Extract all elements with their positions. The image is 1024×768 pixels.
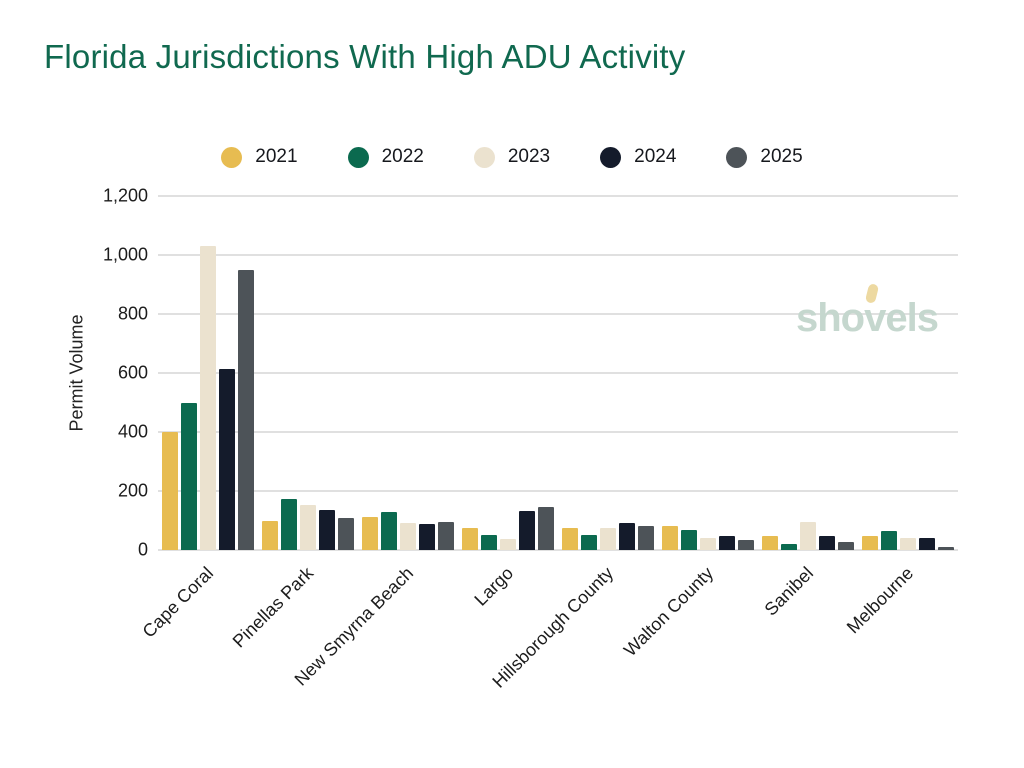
bar-2023-pinellas-park <box>300 505 316 550</box>
bar-2021-hillsborough-county <box>562 528 578 550</box>
bar-2022-cape-coral <box>181 402 197 550</box>
bar-2025-sanibel <box>838 541 854 550</box>
gridline-800 <box>158 313 958 315</box>
bar-2025-cape-coral <box>238 269 254 550</box>
bar-2021-sanibel <box>762 535 778 550</box>
legend-item-2021: 2021 <box>221 146 298 168</box>
watermark-text: shovels <box>796 296 939 340</box>
plot-area <box>158 195 958 551</box>
legend-item-2025: 2025 <box>726 146 803 168</box>
bar-2021-pinellas-park <box>262 520 278 550</box>
legend-swatch-2025 <box>726 146 748 168</box>
x-label-largo: Largo <box>470 563 518 610</box>
legend-swatch-2021 <box>221 146 243 168</box>
bar-2023-sanibel <box>800 521 816 550</box>
gridline-200 <box>158 490 958 492</box>
legend-item-2022: 2022 <box>347 146 424 168</box>
bar-2023-new-smyrna-beach <box>400 522 416 550</box>
gridline-1000 <box>158 254 958 256</box>
bar-2021-new-smyrna-beach <box>362 516 378 550</box>
bar-2023-cape-coral <box>200 246 216 550</box>
x-label-cape-coral: Cape Coral <box>138 563 218 642</box>
bar-2024-melbourne <box>919 537 935 550</box>
y-tick-200: 200 <box>117 480 148 501</box>
y-axis-ticks: 0 200 400 600 800 1,000 1,200 <box>0 186 148 560</box>
bar-2021-melbourne <box>862 535 878 550</box>
x-axis-labels: Cape Coral Pinellas Park New Smyrna Beach L… <box>139 563 958 743</box>
bar-2023-walton-county <box>700 538 716 550</box>
bar-2022-new-smyrna-beach <box>381 511 397 550</box>
bar-2022-melbourne <box>881 531 897 550</box>
legend-item-2023: 2023 <box>473 146 551 168</box>
gridline-600 <box>158 372 958 374</box>
legend-label-2022: 2022 <box>381 146 424 167</box>
x-label-walton-county: Walton County <box>619 563 718 661</box>
bar-2025-hillsborough-county <box>638 526 654 550</box>
bar-2024-pinellas-park <box>319 510 335 550</box>
shovels-watermark: shovels <box>796 283 939 341</box>
legend-swatch-2023 <box>473 146 495 168</box>
bar-2023-hillsborough-county <box>600 527 616 550</box>
legend-item-2024: 2024 <box>600 146 676 168</box>
bar-2022-pinellas-park <box>281 499 297 550</box>
bar-2021-largo <box>462 528 478 550</box>
bar-2025-new-smyrna-beach <box>438 521 454 550</box>
legend-label-2021: 2021 <box>255 146 298 167</box>
bar-2025-largo <box>538 507 554 550</box>
bar-2025-melbourne <box>938 546 954 550</box>
bar-2022-sanibel <box>781 544 797 550</box>
y-tick-800: 800 <box>117 303 148 324</box>
legend-label-2023: 2023 <box>507 146 551 167</box>
legend-label-2024: 2024 <box>634 146 677 167</box>
bar-2022-hillsborough-county <box>581 535 597 550</box>
bar-2022-walton-county <box>681 529 697 550</box>
chart-title: Florida Jurisdictions With High ADU Acti… <box>44 38 686 75</box>
y-tick-1000: 1,000 <box>102 244 148 265</box>
y-tick-400: 400 <box>117 421 148 442</box>
bar-2024-cape-coral <box>219 368 235 550</box>
bar-2023-melbourne <box>900 538 916 550</box>
bar-2024-new-smyrna-beach <box>419 524 435 550</box>
bar-2024-walton-county <box>719 536 735 550</box>
legend-swatch-2024 <box>600 146 622 168</box>
bar-2025-pinellas-park <box>338 517 354 550</box>
x-label-sanibel: Sanibel <box>760 563 818 620</box>
y-tick-0: 0 <box>137 539 148 560</box>
bar-2021-cape-coral <box>162 432 178 550</box>
bar-2022-largo <box>481 535 497 550</box>
x-label-melbourne: Melbourne <box>842 563 918 638</box>
bar-2021-walton-county <box>662 526 678 550</box>
gridline-400 <box>158 431 958 433</box>
y-tick-600: 600 <box>117 362 148 383</box>
legend: 2021 2022 2023 2024 2025 <box>0 146 1024 168</box>
legend-swatch-2022 <box>347 146 369 168</box>
bar-2023-largo <box>500 539 516 550</box>
gridline-0 <box>158 549 958 551</box>
bar-2024-largo <box>519 510 535 550</box>
bar-2025-walton-county <box>738 539 754 550</box>
x-label-pinellas-park: Pinellas Park <box>228 563 318 652</box>
bar-2024-hillsborough-county <box>619 523 635 550</box>
legend-label-2025: 2025 <box>760 146 803 167</box>
y-tick-1200: 1,200 <box>102 185 148 206</box>
gridline-1200 <box>158 195 958 197</box>
x-label-new-smyrna-beach: New Smyrna Beach <box>290 563 418 690</box>
bar-2024-sanibel <box>819 536 835 550</box>
x-label-hillsborough-county: Hillsborough County <box>488 563 618 692</box>
